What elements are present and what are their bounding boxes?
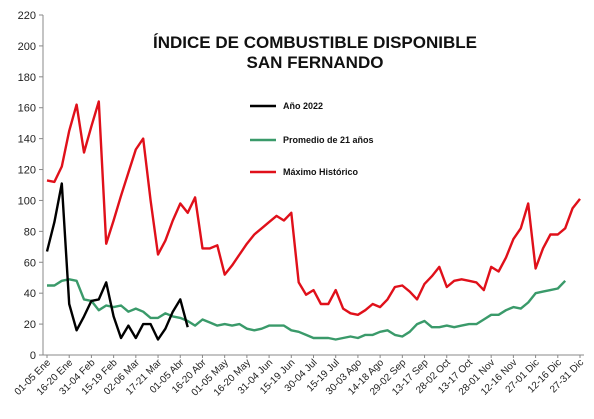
chart-title: ÍNDICE DE COMBUSTIBLE DISPONIBLE SAN FER… xyxy=(153,33,477,72)
y-tick-label: 40 xyxy=(24,288,36,300)
y-tick-label: 80 xyxy=(24,226,36,238)
y-axis-ticks: 0 20 40 60 80 100 120 140 160 180 200 220 xyxy=(18,10,43,362)
y-tick-label: 220 xyxy=(18,10,36,22)
y-tick-label: 100 xyxy=(18,195,36,207)
legend-label: Promedio de 21 años xyxy=(283,135,374,145)
chart-title-line-1: ÍNDICE DE COMBUSTIBLE DISPONIBLE xyxy=(153,33,477,52)
chart-title-line-2: SAN FERNANDO xyxy=(247,53,384,72)
y-tick-label: 140 xyxy=(18,134,36,146)
legend: Año 2022 Promedio de 21 años Máximo Histór… xyxy=(250,101,374,177)
y-tick-label: 160 xyxy=(18,103,36,115)
y-tick-label: 0 xyxy=(30,350,36,362)
y-tick-label: 60 xyxy=(24,257,36,269)
y-tick-label: 120 xyxy=(18,165,36,177)
legend-label: Máximo Histórico xyxy=(283,167,359,177)
y-tick-label: 20 xyxy=(24,319,36,331)
series-line-2 xyxy=(47,102,580,315)
y-tick-label: 200 xyxy=(18,41,36,53)
y-tick-label: 180 xyxy=(18,72,36,84)
legend-label: Año 2022 xyxy=(283,101,323,111)
